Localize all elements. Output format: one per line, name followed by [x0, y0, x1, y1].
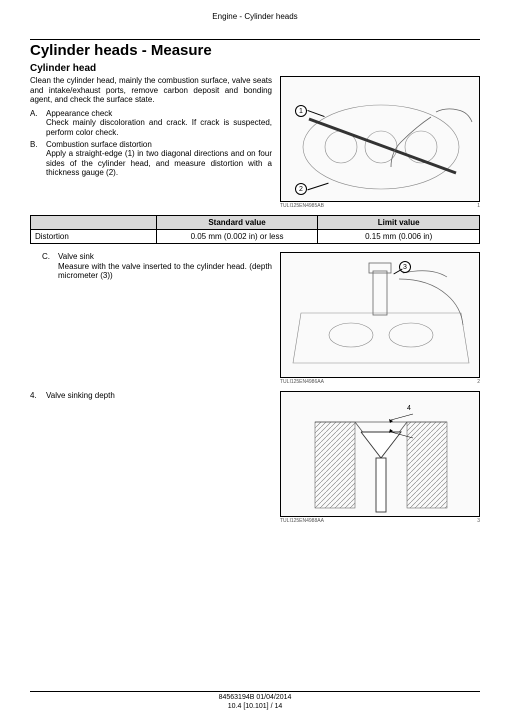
figure-2-num: 2 — [477, 379, 480, 385]
figure-1-caption: TULI125EN4985AB 1 — [280, 203, 480, 209]
spec-table: Standard value Limit value Distortion 0.… — [30, 215, 480, 244]
block-1-text: Clean the cylinder head, mainly the comb… — [30, 76, 272, 209]
table-row-label: Distortion — [31, 230, 157, 244]
figure-1-ref: TULI125EN4985AB — [280, 203, 324, 209]
block-1: Clean the cylinder head, mainly the comb… — [30, 76, 480, 209]
table-header-row: Standard value Limit value — [31, 216, 480, 230]
item-c: C. Valve sink Measure with the valve ins… — [30, 252, 272, 281]
footer-pagenum: 10.4 [10.101] / 14 — [30, 703, 480, 711]
section-title: Cylinder heads - Measure — [30, 42, 480, 59]
item-b: B. Combustion surface distortion Apply a… — [30, 140, 272, 178]
figure-1-illustration — [281, 77, 481, 203]
block-3: 4. Valve sinking depth — [30, 391, 480, 524]
figure-2-col: 3 TULI125EN4986AA 2 — [280, 252, 480, 385]
item-b-heading: Combustion surface distortion — [46, 140, 152, 149]
table-header-limit: Limit value — [318, 216, 480, 230]
figure-1: 1 2 — [280, 76, 480, 202]
figure-1-callout-1: 1 — [295, 105, 307, 117]
figure-3-ref: TULI125EN4988AA — [280, 518, 324, 524]
item-4: 4. Valve sinking depth — [30, 391, 272, 401]
item-a-heading: Appearance check — [46, 109, 112, 118]
item-a-body: Appearance check Check mainly discolorat… — [46, 109, 272, 138]
figure-2: 3 — [280, 252, 480, 378]
figure-2-illustration — [281, 253, 481, 379]
figure-3-num: 3 — [477, 518, 480, 524]
item-c-marker: C. — [42, 252, 58, 281]
figure-3: 4 — [280, 391, 480, 517]
item-b-text: Apply a straight-edge (1) in two diagona… — [46, 149, 272, 177]
table-row: Distortion 0.05 mm (0.002 in) or less 0.… — [31, 230, 480, 244]
figure-1-num: 1 — [477, 203, 480, 209]
item-4-marker: 4. — [30, 391, 46, 401]
figure-1-callout-2: 2 — [295, 183, 307, 195]
figure-2-caption: TULI125EN4986AA 2 — [280, 379, 480, 385]
item-4-body: Valve sinking depth — [46, 391, 272, 401]
item-c-text: Measure with the valve inserted to the c… — [58, 262, 272, 281]
item-b-marker: B. — [30, 140, 46, 178]
item-4-heading: Valve sinking depth — [46, 391, 115, 400]
footer-docid: 84563194B 01/04/2014 — [30, 694, 480, 702]
table-row-standard: 0.05 mm (0.002 in) or less — [156, 230, 318, 244]
figure-3-caption: TULI125EN4988AA 3 — [280, 518, 480, 524]
item-b-body: Combustion surface distortion Apply a st… — [46, 140, 272, 178]
item-a-marker: A. — [30, 109, 46, 138]
item-c-body: Valve sink Measure with the valve insert… — [58, 252, 272, 281]
figure-3-col: 4 TULI125EN4988AA 3 — [280, 391, 480, 524]
page-footer: 84563194B 01/04/2014 10.4 [10.101] / 14 — [30, 691, 480, 711]
figure-1-col: 1 2 TULI125EN4985AB 1 — [280, 76, 480, 209]
item-a: A. Appearance check Check mainly discolo… — [30, 109, 272, 138]
table-row-limit: 0.15 mm (0.006 in) — [318, 230, 480, 244]
subsection-title: Cylinder head — [30, 63, 480, 74]
intro-text: Clean the cylinder head, mainly the comb… — [30, 76, 272, 105]
block-3-text: 4. Valve sinking depth — [30, 391, 272, 524]
item-c-heading: Valve sink — [58, 252, 94, 261]
table-header-standard: Standard value — [156, 216, 318, 230]
title-rule — [30, 39, 480, 40]
page-header: Engine - Cylinder heads — [30, 12, 480, 21]
block-2: C. Valve sink Measure with the valve ins… — [30, 252, 480, 385]
svg-text:4: 4 — [407, 405, 411, 412]
item-a-text: Check mainly discoloration and crack. If… — [46, 118, 272, 137]
figure-3-illustration: 4 — [281, 392, 481, 518]
figure-2-ref: TULI125EN4986AA — [280, 379, 324, 385]
block-2-text: C. Valve sink Measure with the valve ins… — [30, 252, 272, 385]
figure-2-callout-3: 3 — [399, 261, 411, 273]
table-header-blank — [31, 216, 157, 230]
